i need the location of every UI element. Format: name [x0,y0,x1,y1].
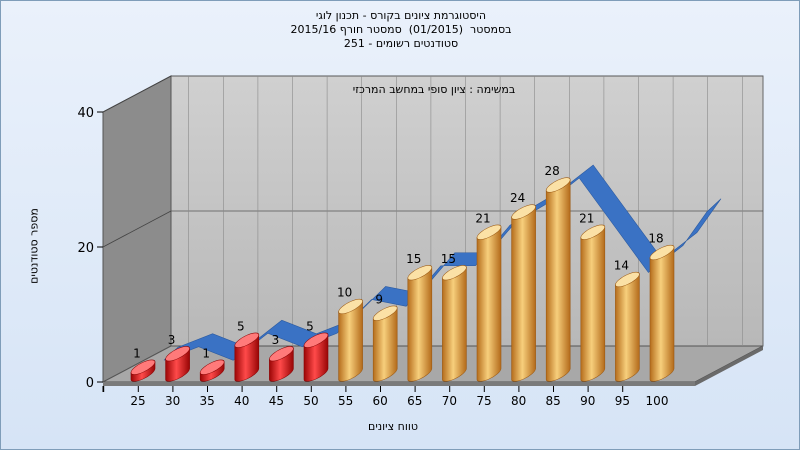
bar-body [545,179,571,382]
data-label: 21 [475,211,490,225]
bar [511,204,536,382]
bar [303,332,329,382]
bar [442,265,467,382]
bar-top [338,298,363,315]
x-tick-label: 95 [615,394,630,408]
data-label: 24 [510,191,525,205]
bar-top [442,265,467,281]
bar-top [199,359,225,375]
bar [476,224,502,382]
x-tick-label: 65 [407,394,422,408]
data-label: 15 [441,252,456,266]
x-axis-label: טווח ציונים [368,420,418,433]
bar-body [615,273,640,382]
x-tick-label: 85 [546,394,561,408]
data-label: 10 [337,286,352,300]
bar [234,332,260,382]
bar [338,298,363,382]
bar [545,177,571,382]
data-label: 18 [648,232,663,246]
bar-top [372,305,398,321]
bar-top [511,204,536,220]
bar [649,244,675,382]
x-tick-label: 75 [476,394,491,408]
bar-body [580,226,606,382]
data-label: 14 [614,259,629,273]
data-label: 1 [202,346,210,360]
bar-top [649,244,675,261]
chart-title-line-1: היסטוגרמת ציונים בקורס - תכנון לוגי [315,9,487,22]
bar [407,265,433,382]
chart-title-line-2: בסמסטר (01/2015) סמסטר חורף 2015/16 [290,23,512,36]
bar-top [303,332,329,348]
chart-title: היסטוגרמת ציונים בקורס - תכנון לוגי בסמס… [1,9,799,51]
y-tick-label: 0 [86,376,94,391]
bar-body [649,246,675,382]
y-axis-label: מספר סטודנטים [27,208,41,284]
x-tick-label: 60 [373,394,388,408]
bar-top [545,177,571,193]
bar-top [130,359,156,375]
data-label: 5 [306,319,314,333]
chart-title-line-3: סטודנטים רשומים - 251 [343,37,459,50]
x-tick-label: 30 [165,394,180,408]
bar [580,224,606,382]
bar-top [234,332,260,348]
y-tick-label: 20 [77,241,94,256]
x-tick-label: 25 [130,394,145,408]
bar [269,346,294,382]
x-tick-label: 45 [269,394,284,408]
data-label: 5 [237,319,245,333]
bar-top [269,346,294,362]
floor-edge-right [695,346,763,386]
x-tick-label: 90 [580,394,595,408]
x-tick-label: 100 [646,394,669,408]
bar-body [338,300,363,382]
floor-edge [103,382,695,386]
bar-top [476,224,502,240]
bar-body [442,266,467,382]
x-tick-label: 55 [338,394,353,408]
bar-top [615,271,640,288]
bar-body [372,307,398,382]
chart-subtitle: במשימה : ציון סופי במחשב המרכזי [353,83,516,96]
data-label: 28 [545,164,560,178]
bar-top [407,265,433,281]
y-gridline-side [102,210,172,248]
data-label: 3 [272,333,280,347]
bar-top [165,346,190,362]
x-tick-label: 40 [234,394,249,408]
x-tick-label: 50 [303,394,318,408]
bar [165,346,190,382]
bar-top [580,224,606,240]
x-tick-label: 70 [442,394,457,408]
bar [199,359,225,382]
data-label: 1 [133,346,141,360]
data-label: 9 [375,292,383,306]
data-label: 15 [406,252,421,266]
bar [372,305,398,382]
y-gridline-side [102,75,172,113]
data-label: 21 [579,211,594,225]
bar-body [511,206,536,382]
bar [615,271,640,382]
y-tick-label: 40 [77,106,94,121]
x-tick-label: 35 [200,394,215,408]
x-tick-label: 80 [511,394,526,408]
bar-body [476,226,502,382]
bar [130,359,156,382]
bar-body [407,266,433,382]
data-label: 3 [168,333,176,347]
